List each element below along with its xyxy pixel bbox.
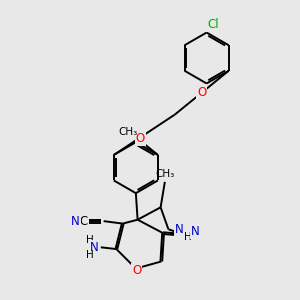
- Text: H: H: [86, 235, 94, 244]
- Text: CH₃: CH₃: [118, 127, 137, 137]
- Text: H: H: [184, 232, 192, 242]
- Text: N: N: [190, 225, 199, 238]
- Text: O: O: [136, 132, 145, 145]
- Text: N: N: [175, 223, 184, 236]
- Text: C: C: [80, 215, 88, 228]
- Text: N: N: [71, 215, 80, 228]
- Text: O: O: [197, 86, 206, 99]
- Text: N: N: [90, 241, 99, 254]
- Text: CH₃: CH₃: [155, 169, 175, 179]
- Text: Cl: Cl: [207, 18, 219, 31]
- Text: O: O: [132, 264, 141, 277]
- Text: H: H: [86, 250, 94, 260]
